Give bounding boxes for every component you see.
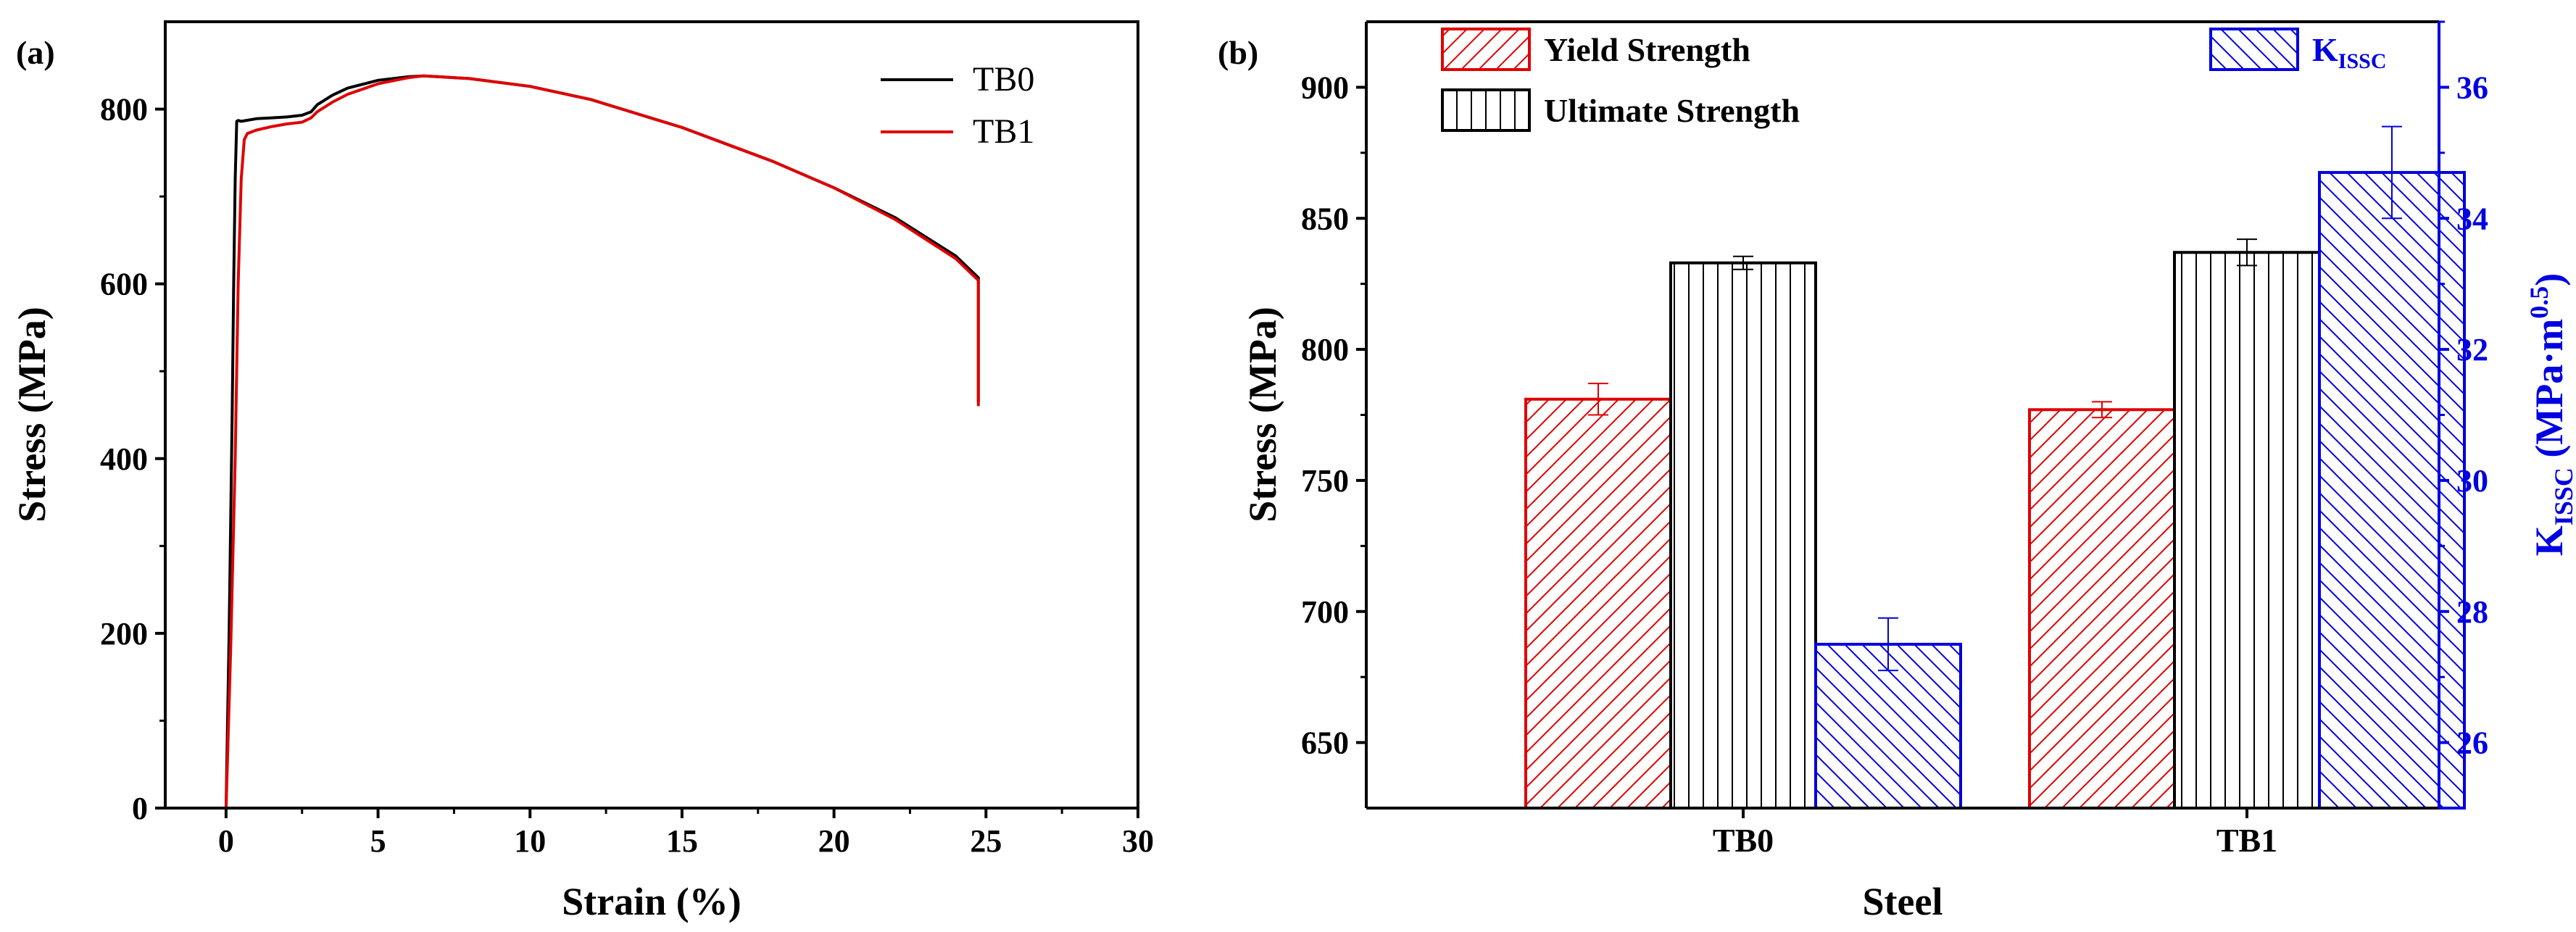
x-tick-label: 10 (514, 823, 546, 859)
panel-a-xlabel: Strain (%) (562, 880, 741, 923)
y-tick-label: 800 (100, 92, 148, 128)
legend-swatch-ultimate (1441, 88, 1531, 132)
panel-a-frame (164, 20, 1139, 810)
panel-a-ylabel: Stress (MPa) (10, 307, 54, 522)
bar-k-issc-tb1 (2318, 170, 2466, 810)
left-y-tick-label: 750 (1301, 463, 1349, 499)
panel-b-ylabel-right: KISSC (MPa·m0.5) (2525, 273, 2576, 557)
legend-swatch-kissc (2209, 28, 2299, 71)
left-y-tick-label: 900 (1301, 70, 1349, 105)
x-tick-label: 0 (218, 823, 234, 859)
panel-a-label: (a) (16, 34, 55, 71)
x-category-label-tb0: TB0 (1713, 822, 1774, 859)
bar-yield-strength-tb0 (1524, 397, 1672, 810)
x-tick-label: 30 (1122, 823, 1154, 859)
panel-a: (a) 0 5 10 15 20 25 30 0 200 400 600 800 Strain (%)… (10, 20, 1154, 923)
panel-b-legend: Yield Strength Ultimate Strength KISSC (1441, 28, 2387, 132)
legend-label-yield: Yield Strength (1544, 31, 1750, 68)
right-y-tick-label: 36 (2456, 70, 2488, 105)
panel-b-label: (b) (1218, 34, 1258, 71)
legend-label-tb0: TB0 (973, 60, 1034, 99)
left-y-tick-label: 800 (1301, 332, 1349, 367)
legend-label-kissc: KISSC (2312, 31, 2387, 73)
panel-b-ylabel: Stress (MPa) (1241, 307, 1284, 522)
y-tick-label: 200 (100, 616, 148, 652)
y-tick-label: 600 (100, 267, 148, 302)
bar-ultimate-strength-tb0 (1669, 261, 1817, 810)
legend-label-tb1: TB1 (973, 112, 1034, 151)
left-y-tick-label: 850 (1301, 201, 1349, 236)
x-tick-label: 25 (970, 823, 1002, 859)
x-tick-label: 20 (818, 823, 850, 859)
y-tick-label: 0 (132, 791, 148, 826)
bar-yield-strength-tb1 (2028, 408, 2176, 810)
series-line-tb0 (224, 74, 980, 809)
bar-k-issc-tb0 (1814, 642, 1962, 810)
y-tick-label: 400 (100, 441, 148, 477)
legend-swatch-yield (1441, 28, 1531, 71)
bar-ultimate-strength-tb1 (2173, 251, 2321, 810)
series-line-tb1 (224, 74, 980, 809)
x-category-label-tb1: TB1 (2216, 822, 2277, 859)
panel-a-legend: TB0 TB1 (881, 60, 1034, 151)
panel-b-xlabel: Steel (1863, 880, 1943, 923)
x-tick-label: 15 (666, 823, 698, 859)
legend-label-ultimate: Ultimate Strength (1544, 92, 1800, 129)
x-tick-label: 5 (370, 823, 386, 859)
left-y-tick-label: 700 (1301, 594, 1349, 630)
left-y-tick-label: 650 (1301, 725, 1349, 761)
